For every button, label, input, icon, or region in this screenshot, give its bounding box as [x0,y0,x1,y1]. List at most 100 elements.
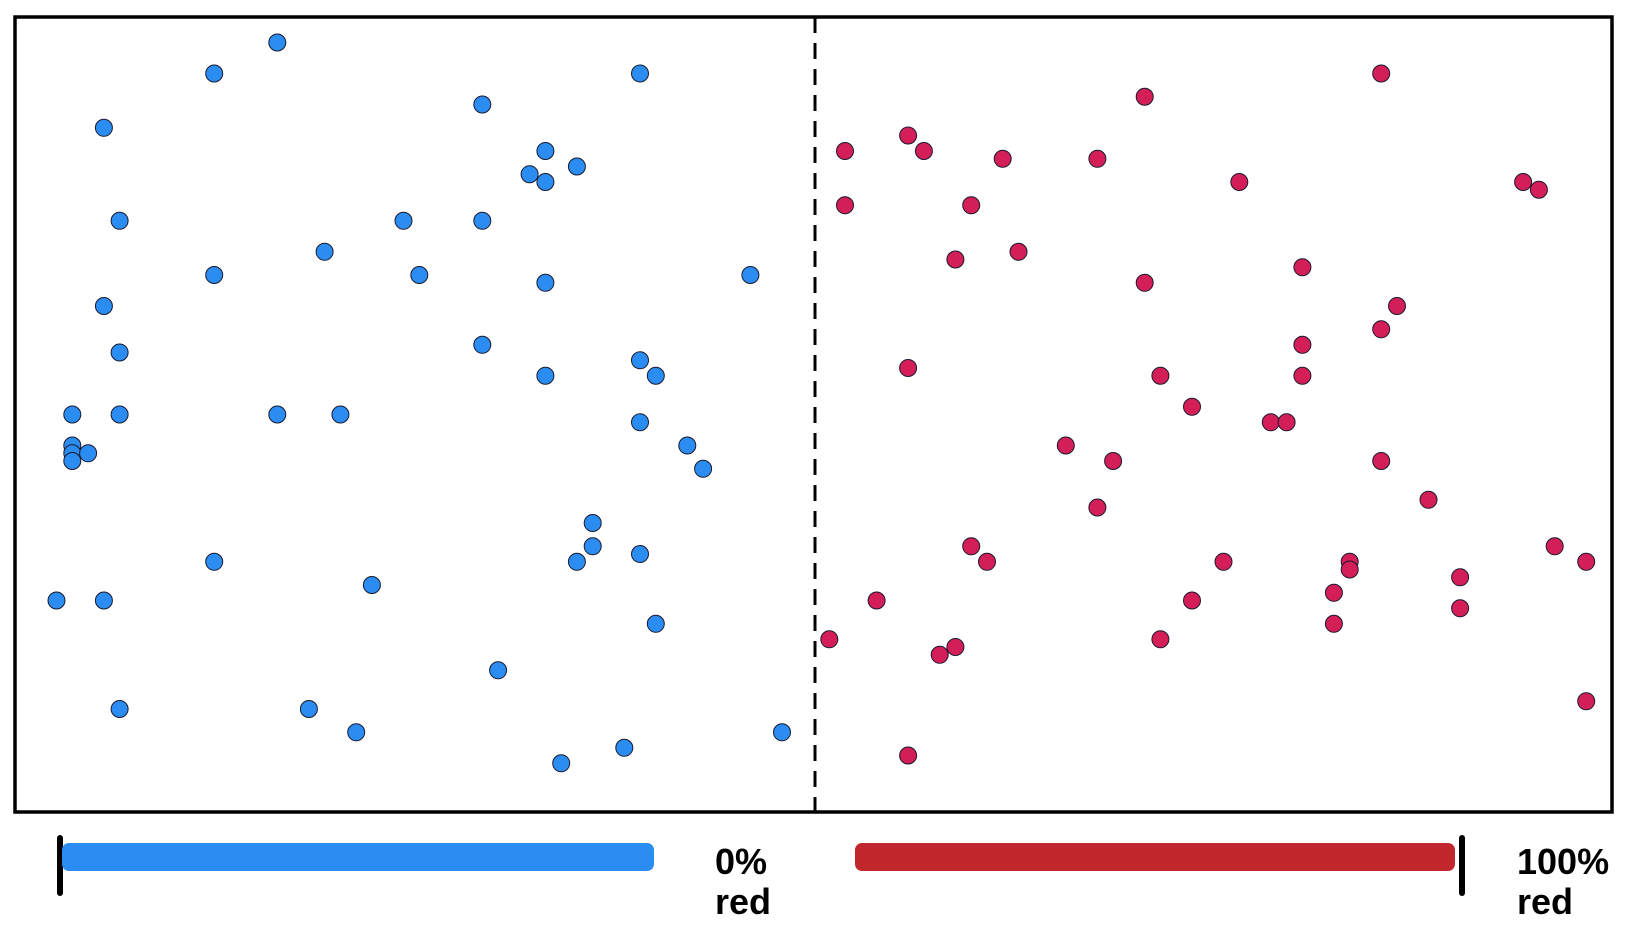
blue-dot [205,64,224,83]
blue-dot [567,157,586,176]
blue-dot [536,142,555,160]
blue-dot [268,33,287,52]
blue-dot [773,723,791,742]
red-dot [1104,452,1123,470]
blue-dot [315,242,334,261]
blue-dot [615,738,634,757]
red-dot [836,196,854,215]
blue-dot [741,266,760,284]
right-caption-percent: 100% [1517,841,1610,882]
blue-scale-bar [62,843,654,871]
blue-dot [331,405,350,424]
blue-dot [646,614,665,633]
red-dot [914,142,933,160]
red-dot [836,142,854,160]
red-dot [899,746,918,765]
blue-dot [410,266,429,284]
red-dot [946,638,965,656]
red-dot [1324,583,1343,602]
red-dot [1372,452,1391,470]
blue-dot [205,552,224,571]
blue-dot [678,436,697,455]
blue-dot [552,754,571,773]
left-caption-percent: 0% [715,841,768,882]
blue-dot [63,405,82,424]
red-dot [962,196,981,215]
blue-dot [631,351,649,370]
blue-dot [536,366,555,385]
blue-dot-group [47,33,791,773]
red-dot [899,359,918,377]
red-dot [1514,173,1533,191]
red-dot [1009,242,1028,261]
blue-dot [520,165,539,184]
red-dot [1451,568,1470,587]
red-dot [1545,537,1564,556]
red-dot [1135,87,1154,106]
red-dot [1230,173,1249,191]
blue-dot [362,576,381,594]
blue-dot [473,211,492,230]
blue-dot [536,173,555,191]
red-dot [1577,552,1596,571]
red-dot [1277,413,1296,432]
red-dot [820,630,839,649]
red-dot [946,250,965,269]
blue-dot [347,723,366,742]
red-dot [1419,490,1438,509]
blue-dot [268,405,287,424]
blue-dot [110,343,129,362]
red-dot [1372,320,1391,339]
blue-dot [110,700,129,718]
red-dot [1214,552,1233,571]
red-dot [1324,614,1343,633]
blue-dot [489,661,508,680]
red-dot [1577,692,1596,711]
left-caption: 0% red [715,842,771,922]
blue-dot [110,405,129,424]
blue-dot [79,444,98,463]
red-dot [962,537,981,556]
blue-dot [63,452,82,470]
red-dot [867,591,886,610]
red-dot [1451,599,1470,618]
blue-dot [394,211,413,230]
red-dot [1151,630,1170,649]
red-dot [978,552,996,571]
blue-dot [694,459,713,478]
red-dot [1183,591,1201,610]
blue-dot [567,552,586,571]
red-dot [1183,397,1201,416]
right-caption-word: red [1517,881,1574,922]
left-caption-word: red [715,881,772,922]
blue-dot [205,266,224,284]
red-dot [1056,436,1075,455]
red-dot [1372,64,1391,83]
blue-dot [631,64,649,83]
red-dot [1293,258,1312,277]
blue-dot [299,700,318,718]
blue-dot [473,335,492,354]
red-dot [899,126,918,145]
blue-dot [94,297,113,315]
red-dot [1529,180,1548,199]
red-scale-bar [855,843,1455,871]
red-dot [1340,560,1359,579]
red-dot [1293,335,1312,354]
blue-dot [110,211,129,230]
red-dot [1088,498,1107,517]
red-dot [993,149,1012,168]
red-dot [1388,297,1406,315]
blue-dot [631,413,649,432]
red-dot [1135,273,1154,292]
red-dot [930,645,949,664]
blue-dot [536,273,555,292]
red-dot-group [820,64,1596,765]
blue-dot [583,514,602,532]
red-dot [1293,366,1312,385]
blue-dot [583,537,602,556]
blue-dot [94,591,113,610]
right-caption: 100% red [1517,842,1609,922]
blue-dot [47,591,66,610]
red-dot [1261,413,1280,432]
